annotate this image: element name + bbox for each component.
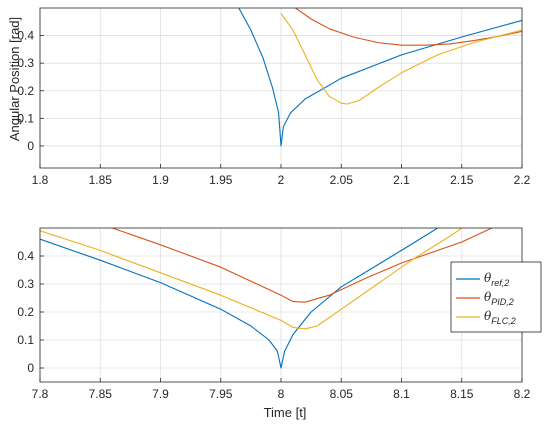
legend-box (450, 261, 542, 333)
y-tick-label: 0.4 (17, 249, 34, 263)
y-tick-label: 0.2 (17, 305, 34, 319)
y-tick-label: 0.3 (17, 277, 34, 291)
x-tick-label: 7.8 (32, 387, 49, 401)
x-tick-label: 2.1 (393, 173, 410, 187)
x-tick-label: 8.15 (450, 387, 474, 401)
x-tick-label: 1.9 (152, 173, 169, 187)
y-tick-label: 0.2 (17, 84, 34, 98)
y-tick-label: 0.1 (17, 111, 34, 125)
x-tick-label: 2 (278, 173, 285, 187)
series-line-ref-2 (238, 8, 522, 147)
bottom-plot: 7.8 7.85 7.9 7.95 8 8.05 8.1 8.15 8.2 0 0.1 0.2 0.3 0… (17, 227, 531, 401)
x-tick-label: 1.8 (32, 173, 49, 187)
series-line-flc-2 (40, 228, 463, 330)
top-plot: 1.8 1.85 1.9 1.95 2 2.05 2.1 2.15 2.2 0 0.1 0.2 0.3 0… (17, 7, 531, 187)
bottom-x-axis-label: Time [t] (264, 405, 307, 420)
series-line-ref-2 (40, 228, 438, 369)
x-tick-label: 2.15 (450, 173, 474, 187)
series-line-pid-2 (112, 228, 493, 303)
x-tick-label: 8 (278, 387, 285, 401)
x-tick-label: 8.2 (514, 387, 531, 401)
y-tick-label: 0 (27, 361, 34, 375)
x-tick-label: 7.9 (152, 387, 169, 401)
legend-label-ref: θref,2 (484, 271, 509, 288)
top-y-axis-label: Angular Position [rad] (7, 17, 22, 141)
y-tick-label: 0.1 (17, 333, 34, 347)
legend-label-pid: θPID,2 (484, 290, 514, 307)
x-tick-label: 2.05 (330, 173, 354, 187)
x-tick-label: 7.95 (209, 387, 233, 401)
x-tick-label: 7.85 (89, 387, 113, 401)
legend-label-flc: θFLC,2 (484, 309, 516, 326)
x-tick-label: 8.05 (330, 387, 354, 401)
y-tick-label: 0.4 (17, 29, 34, 43)
series-line-flc-2 (280, 13, 522, 105)
x-tick-label: 1.85 (89, 173, 113, 187)
series-line-pid-2 (295, 8, 522, 46)
y-tick-label: 0.3 (17, 56, 34, 70)
legend: θref,2 θPID,2 θFLC,2 (450, 261, 542, 333)
x-tick-label: 2.2 (514, 173, 531, 187)
x-tick-label: 8.1 (393, 387, 410, 401)
y-tick-label: 0 (27, 139, 34, 153)
x-tick-label: 1.95 (209, 173, 233, 187)
